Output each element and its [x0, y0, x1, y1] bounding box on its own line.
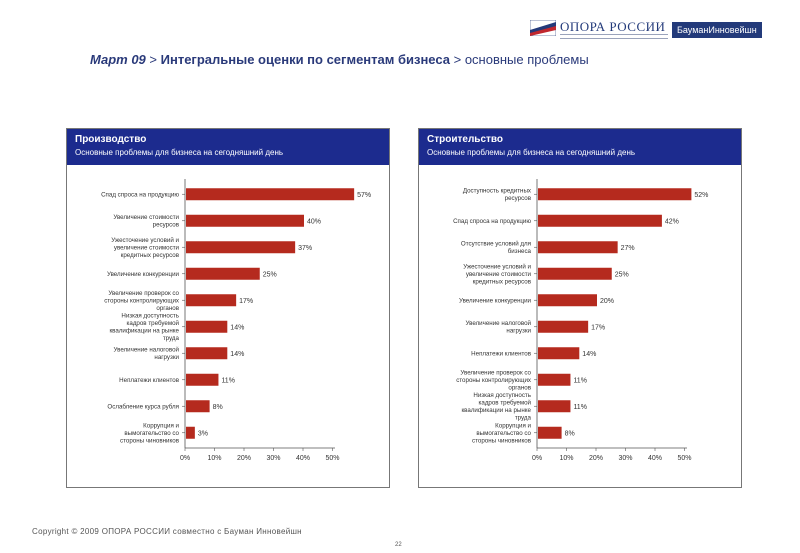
category-label: Спад спроса на продукцию: [101, 191, 179, 198]
data-label: 52%: [694, 192, 708, 199]
panel-title: Производство: [75, 134, 147, 145]
data-label: 14%: [582, 351, 596, 358]
data-label: 11%: [573, 404, 587, 411]
page-number: 22: [395, 542, 402, 548]
russia-flag-icon: [530, 20, 556, 36]
tick-label: 20%: [237, 455, 251, 462]
bar: [186, 294, 237, 307]
tick-label: 30%: [618, 455, 632, 462]
data-label: 14%: [230, 324, 244, 331]
panel-header: Строительство Основные проблемы для бизн…: [419, 129, 741, 165]
tick-label: 30%: [266, 455, 280, 462]
bar: [538, 294, 597, 307]
bar: [538, 373, 571, 386]
data-label: 40%: [307, 218, 321, 225]
copyright-footer: Copyright © 2009 ОПОРА РОССИИ совместно …: [32, 527, 302, 536]
bar: [186, 373, 219, 386]
data-label: 11%: [573, 377, 587, 384]
page-title: Март 09 > Интегральные оценки по сегмент…: [90, 52, 589, 67]
bar: [186, 320, 228, 333]
data-label: 37%: [298, 245, 312, 252]
bar: [538, 241, 618, 254]
partner-logo: БауманИнновейшн: [672, 22, 762, 38]
logo-subtitle-lines: [560, 34, 668, 39]
category-label: Спад спроса на продукцию: [453, 218, 531, 225]
data-label: 14%: [230, 351, 244, 358]
tick-label: 0%: [180, 455, 190, 462]
data-label: 17%: [239, 298, 253, 305]
category-label: Коррупция и вымогательство со стороны чино…: [472, 422, 532, 444]
tick-label: 40%: [648, 455, 662, 462]
bar: [186, 188, 355, 201]
category-label: Ужесточение условий и увеличение стоимост…: [111, 237, 179, 259]
title-month: Март 09: [90, 52, 146, 67]
category-label: Увеличение конкуренции: [459, 297, 532, 304]
tick-label: 0%: [532, 455, 542, 462]
category-label: Увеличение налоговой нагрузки: [466, 320, 532, 335]
title-sub: основные проблемы: [464, 52, 589, 67]
data-label: 57%: [357, 192, 371, 199]
title-separator: >: [450, 52, 465, 67]
bar-chart-production: Спад спроса на продукцию 57% Увеличение ст…: [101, 179, 371, 462]
data-label: 3%: [198, 430, 208, 437]
category-label: Коррупция и вымогательство со стороны чино…: [120, 422, 180, 444]
tick-label: 50%: [325, 455, 339, 462]
panel-title: Строительство: [427, 134, 504, 145]
category-label: Неплатежи клиентов: [471, 350, 532, 357]
panel-subtitle: Основные проблемы для бизнеса на сегодня…: [75, 148, 284, 157]
category-label: Доступность кредитных ресурсов: [463, 188, 532, 203]
chart-panel-production: Производство Основные проблемы для бизне…: [66, 128, 390, 488]
bar: [186, 426, 195, 439]
tick-label: 20%: [589, 455, 603, 462]
data-label: 25%: [615, 271, 629, 278]
tick-label: 10%: [559, 455, 573, 462]
tick-label: 50%: [677, 455, 691, 462]
panel-subtitle: Основные проблемы для бизнеса на сегодня…: [427, 148, 636, 157]
data-label: 25%: [263, 271, 277, 278]
data-label: 8%: [565, 430, 575, 437]
bar: [186, 214, 304, 227]
category-label: Ослабление курса рубля: [107, 403, 179, 410]
data-label: 20%: [600, 298, 614, 305]
tick-label: 10%: [207, 455, 221, 462]
chart-panel-construction: Строительство Основные проблемы для бизн…: [418, 128, 742, 488]
bar: [186, 241, 296, 254]
bar: [538, 214, 662, 227]
category-label: Ужесточение условий и увеличение стоимост…: [463, 263, 531, 285]
data-label: 42%: [665, 218, 679, 225]
category-label: Увеличение конкуренции: [107, 271, 180, 278]
logo-text: ОПОРА РОССИИ: [560, 19, 666, 34]
category-label: Увеличение проверок со стороны контролиру…: [104, 290, 180, 312]
opora-logo: ОПОРА РОССИИ: [530, 18, 670, 44]
bar-chart-construction: Доступность кредитных ресурсов 52% Спад спр…: [453, 179, 708, 462]
bar: [538, 426, 562, 439]
data-label: 11%: [221, 377, 235, 384]
category-label: Низкая доступность кадров требуемой квалиф…: [109, 313, 179, 343]
bar: [186, 347, 228, 360]
bar: [538, 400, 571, 413]
data-label: 8%: [213, 404, 223, 411]
data-label: 27%: [621, 245, 635, 252]
category-label: Низкая доступность кадров требуемой квалиф…: [461, 392, 531, 422]
data-label: 17%: [591, 324, 605, 331]
bar: [538, 347, 580, 360]
category-label: Неплатежи клиентов: [119, 377, 180, 384]
category-label: Отсутствие условий для бизнеса: [461, 241, 532, 256]
category-label: Увеличение налоговой нагрузки: [114, 347, 180, 362]
category-label: Увеличение стоимости ресурсов: [113, 214, 179, 229]
bar: [186, 267, 260, 280]
bar: [538, 320, 589, 333]
bar: [538, 188, 692, 201]
bar: [186, 400, 210, 413]
category-label: Увеличение проверок со стороны контролиру…: [456, 369, 532, 391]
title-main: Интегральные оценки по сегментам бизнеса: [160, 52, 450, 67]
bar: [538, 267, 612, 280]
panel-header: Производство Основные проблемы для бизне…: [67, 129, 389, 165]
tick-label: 40%: [296, 455, 310, 462]
title-separator: >: [145, 52, 161, 67]
